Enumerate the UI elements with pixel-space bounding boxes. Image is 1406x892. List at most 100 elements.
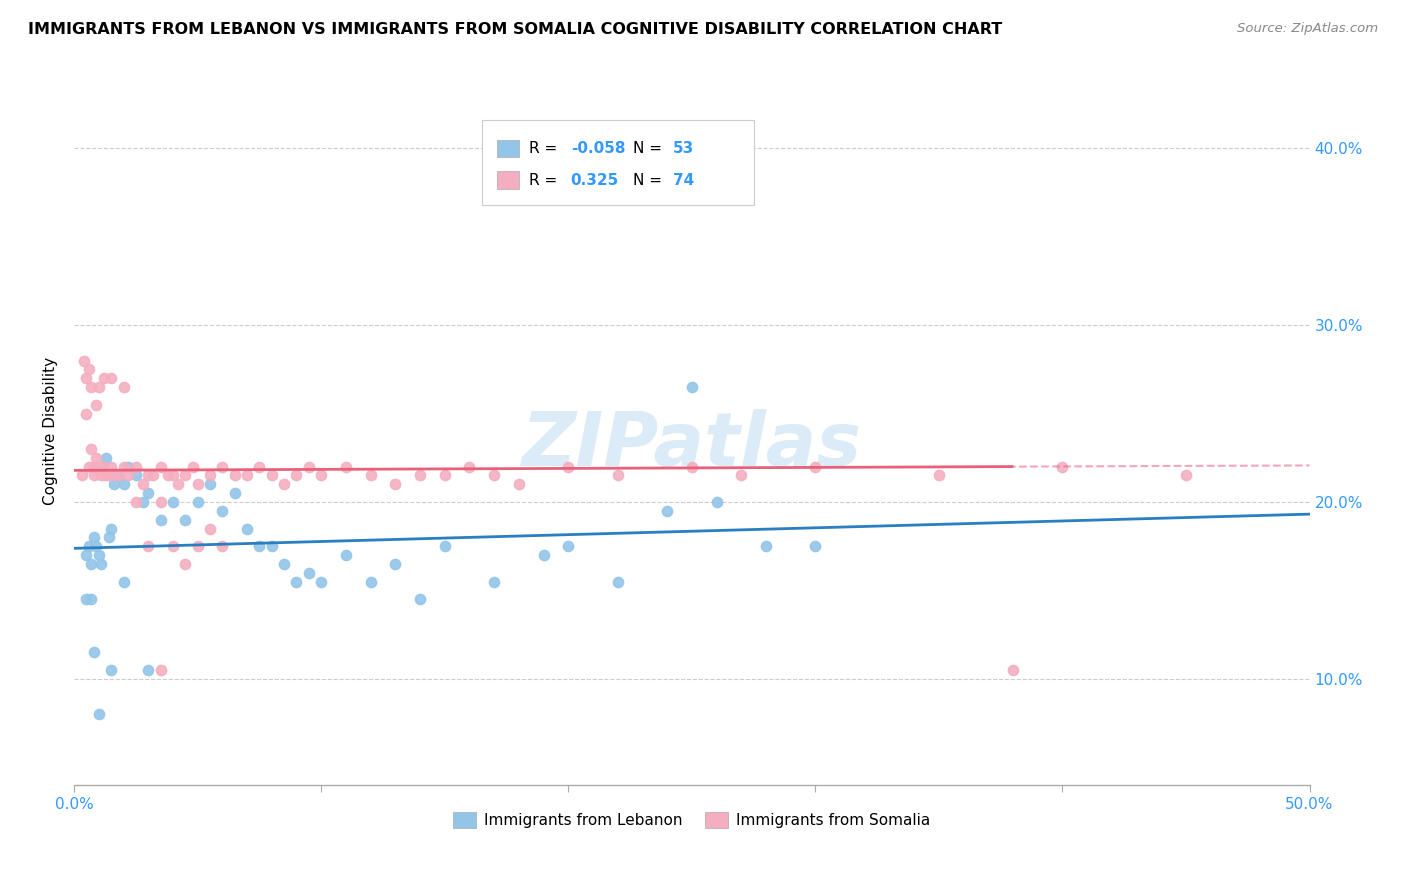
Point <box>93 459 115 474</box>
Point <box>125 459 148 474</box>
Point <box>136 468 159 483</box>
Point <box>309 574 332 589</box>
Point <box>198 522 221 536</box>
Point <box>360 574 382 589</box>
Point <box>80 442 103 456</box>
Point <box>174 557 197 571</box>
Point <box>181 459 204 474</box>
Point <box>156 468 179 483</box>
Point <box>86 450 108 465</box>
Point <box>606 468 628 483</box>
Point <box>211 459 233 474</box>
Point <box>804 459 827 474</box>
Point <box>142 468 165 483</box>
Point <box>86 539 108 553</box>
Point <box>298 566 321 580</box>
Point <box>236 468 259 483</box>
Point <box>149 495 172 509</box>
Point <box>167 477 190 491</box>
Point <box>97 468 120 483</box>
Point <box>93 371 115 385</box>
Point <box>117 468 139 483</box>
Point <box>298 459 321 474</box>
Point <box>132 477 155 491</box>
Point <box>75 592 97 607</box>
Point <box>77 539 100 553</box>
Point <box>606 574 628 589</box>
Point <box>1348 220 1371 235</box>
Point <box>187 477 209 491</box>
Text: R =: R = <box>529 142 562 156</box>
Point <box>508 477 530 491</box>
Point <box>73 353 96 368</box>
Point <box>86 398 108 412</box>
Point <box>132 495 155 509</box>
Point <box>75 371 97 385</box>
FancyBboxPatch shape <box>496 171 519 189</box>
FancyBboxPatch shape <box>482 120 754 205</box>
Point <box>1001 663 1024 677</box>
Point <box>75 548 97 562</box>
Text: IMMIGRANTS FROM LEBANON VS IMMIGRANTS FROM SOMALIA COGNITIVE DISABILITY CORRELAT: IMMIGRANTS FROM LEBANON VS IMMIGRANTS FR… <box>28 22 1002 37</box>
Point <box>211 504 233 518</box>
Point <box>149 663 172 677</box>
Point <box>174 468 197 483</box>
Point <box>162 495 184 509</box>
Text: N =: N = <box>633 173 666 188</box>
Point <box>87 380 110 394</box>
Point <box>136 539 159 553</box>
Point <box>103 468 125 483</box>
Point <box>187 539 209 553</box>
Text: N =: N = <box>633 142 666 156</box>
Point <box>96 468 118 483</box>
Point <box>211 539 233 553</box>
Point <box>1175 468 1198 483</box>
Point <box>655 504 678 518</box>
Point <box>557 539 579 553</box>
Point <box>83 645 105 659</box>
Point <box>557 459 579 474</box>
Point <box>90 468 112 483</box>
Point <box>198 477 221 491</box>
Point <box>433 468 456 483</box>
Point <box>482 574 505 589</box>
Legend: Immigrants from Lebanon, Immigrants from Somalia: Immigrants from Lebanon, Immigrants from… <box>447 805 936 834</box>
Point <box>100 522 122 536</box>
Point <box>136 663 159 677</box>
Point <box>87 548 110 562</box>
Point <box>83 468 105 483</box>
Point <box>247 539 270 553</box>
Point <box>112 459 135 474</box>
Point <box>928 468 950 483</box>
Point <box>681 459 703 474</box>
Point <box>125 468 148 483</box>
Y-axis label: Cognitive Disability: Cognitive Disability <box>44 357 58 506</box>
Text: -0.058: -0.058 <box>571 142 626 156</box>
Point <box>83 459 105 474</box>
Point <box>162 539 184 553</box>
Point <box>224 486 246 500</box>
Point <box>80 557 103 571</box>
Point <box>533 548 555 562</box>
Point <box>706 495 728 509</box>
Point <box>458 459 481 474</box>
Point <box>285 468 308 483</box>
Point <box>103 477 125 491</box>
Point <box>730 468 752 483</box>
Point <box>100 371 122 385</box>
Point <box>112 477 135 491</box>
Point <box>804 539 827 553</box>
Point <box>83 530 105 544</box>
Point <box>97 530 120 544</box>
Point <box>70 468 93 483</box>
Point <box>273 477 295 491</box>
Point <box>409 468 432 483</box>
Point <box>409 592 432 607</box>
Point <box>107 468 129 483</box>
Point <box>360 468 382 483</box>
Text: 53: 53 <box>673 142 695 156</box>
Point <box>90 557 112 571</box>
Point <box>224 468 246 483</box>
Point <box>681 380 703 394</box>
Point <box>162 468 184 483</box>
